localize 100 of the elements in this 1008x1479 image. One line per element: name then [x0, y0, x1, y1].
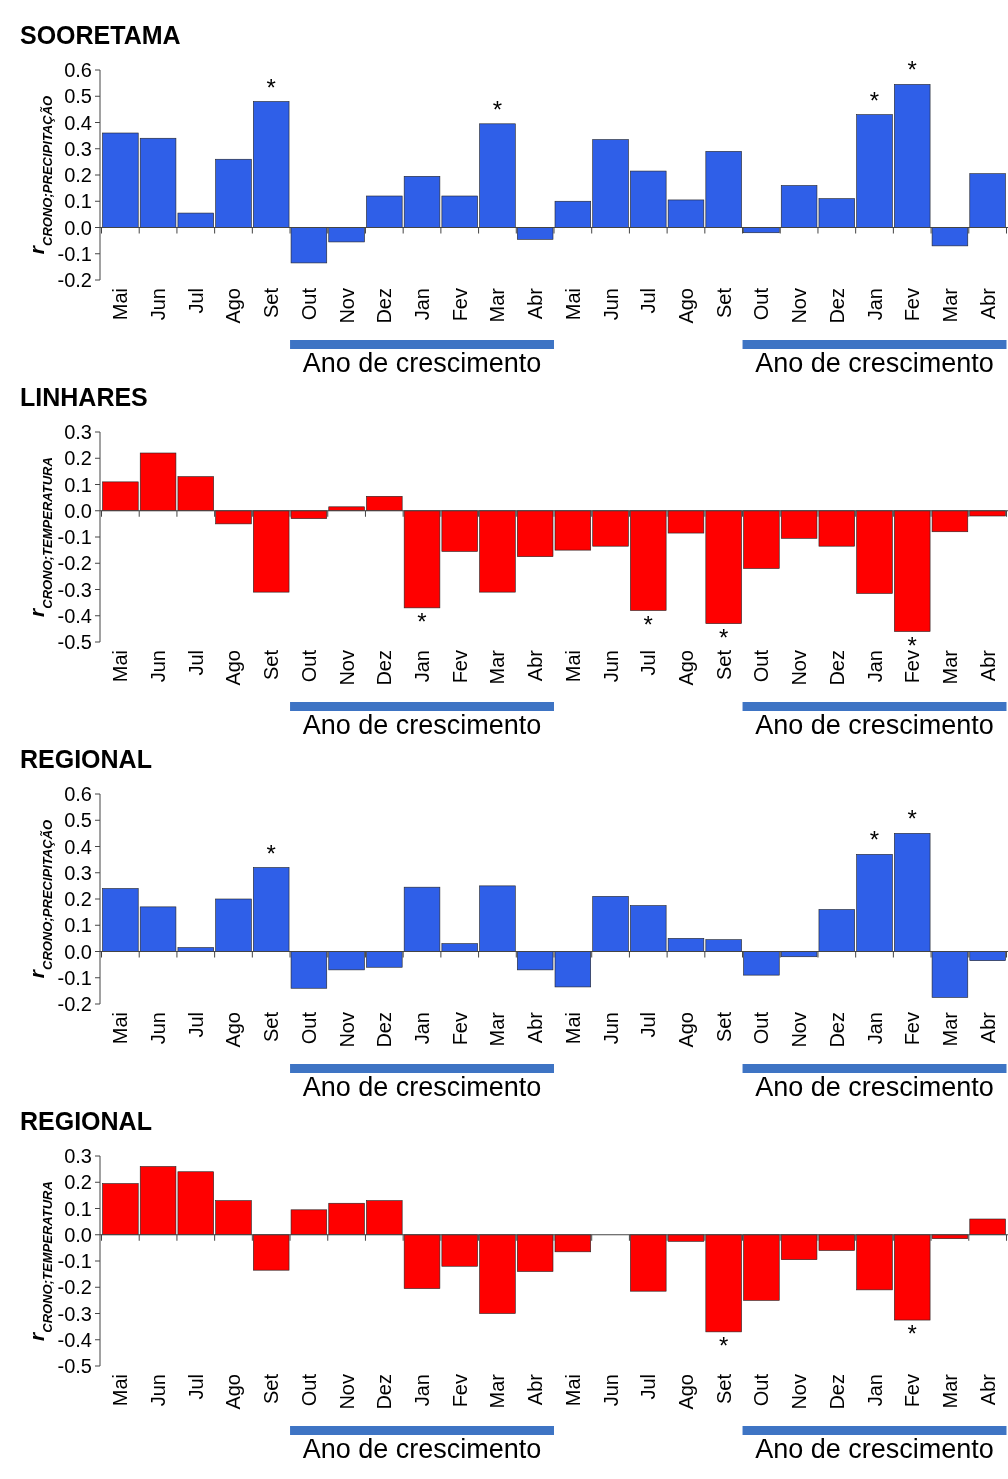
data-label: *: [417, 607, 427, 635]
x-tick-label: Jun: [147, 1374, 170, 1407]
y-tick-label: 0.0: [64, 499, 92, 522]
x-tick-label: Set: [712, 1011, 735, 1043]
x-tick-label: Ago: [222, 288, 245, 324]
text: Ano de crescimento: [302, 1072, 542, 1102]
data-label: *: [907, 56, 917, 84]
x-tick-label: Out: [750, 287, 773, 321]
x-tick-label: Ago: [674, 1012, 697, 1048]
x-tick-label: Mai: [109, 650, 132, 683]
x-tick-label: Mar: [486, 649, 509, 685]
x-tick-label: Dez: [373, 650, 396, 686]
x-tick-label: Jul: [637, 650, 660, 676]
x-tick-label: Abr: [976, 1373, 999, 1406]
x-tick-label: Mar: [486, 287, 509, 323]
x-tick-label: Jan: [863, 288, 886, 321]
x-tick-label: Jan: [863, 650, 886, 683]
x-tick-label: Out: [750, 1011, 773, 1045]
y-tick-label: 0.2: [64, 447, 92, 470]
x-tick-label: Abr: [976, 1011, 999, 1044]
y-tick-label: -0.1: [57, 966, 92, 989]
x-tick-label: Dez: [825, 288, 848, 324]
x-tick-label: Jan: [863, 1012, 886, 1045]
x-tick-label: Out: [297, 1373, 320, 1407]
x-tick-label: Jan: [411, 650, 434, 683]
x-tick-label: Mar: [938, 287, 961, 323]
x-tick-label: Fev: [448, 650, 471, 684]
x-tick-label: Fev: [901, 650, 924, 684]
y-tick-label: -0.5: [57, 631, 92, 653]
x-tick-label: Jul: [637, 1374, 660, 1400]
x-tick-label: Mai: [109, 1012, 132, 1045]
y-tick-label: -0.2: [57, 552, 92, 575]
x-tick-label: Set: [260, 287, 283, 319]
y-tick-label: 0.1: [64, 473, 92, 496]
x-tick-label: Set: [712, 649, 735, 681]
x-tick-label: Dez: [825, 650, 848, 686]
y-tick-label: 0.3: [64, 421, 92, 443]
chart-title: LINHARES: [20, 383, 148, 411]
x-tick-label: Set: [260, 1011, 283, 1043]
x-tick-label: Dez: [825, 1012, 848, 1048]
x-tick-label: Mai: [561, 1374, 584, 1407]
x-tick-label: Dez: [373, 1012, 396, 1048]
x-tick-label: Jun: [599, 1012, 622, 1045]
data-label: *: [266, 839, 276, 867]
x-tick-label: Abr: [524, 1373, 547, 1406]
data-label: *: [719, 623, 729, 651]
x-tick-label: Jul: [637, 1012, 660, 1038]
x-tick-label: Out: [297, 1011, 320, 1045]
data-label: *: [492, 95, 503, 123]
y-tick-label: 0.0: [64, 1223, 92, 1246]
y-tick-label: -0.1: [57, 1250, 92, 1272]
text: Ano de crescimento: [755, 710, 994, 740]
y-tick-label: 0.3: [64, 137, 92, 160]
x-tick-label: Jun: [599, 288, 622, 321]
data-label: *: [719, 1331, 729, 1359]
x-tick-label: Abr: [524, 1011, 547, 1044]
x-tick-label: Fev: [448, 288, 471, 322]
x-tick-label: Nov: [788, 650, 811, 686]
x-tick-label: Set: [260, 649, 283, 681]
y-tick-label: 0.2: [64, 888, 92, 910]
y-tick-label: 0.6: [64, 783, 92, 805]
x-tick-label: Abr: [524, 649, 547, 682]
x-tick-label: Nov: [335, 650, 358, 686]
y-tick-label: 0.6: [64, 59, 92, 81]
x-tick-label: Nov: [788, 1012, 811, 1048]
data-label: *: [266, 73, 276, 101]
x-tick-label: Ago: [674, 650, 697, 686]
y-tick-label: -0.4: [57, 1328, 92, 1351]
y-tick-label: 0.5: [64, 809, 92, 832]
y-tick-label: -0.3: [57, 578, 92, 601]
x-tick-label: Dez: [373, 288, 396, 324]
x-tick-label: Out: [750, 1373, 773, 1407]
x-tick-label: Fev: [901, 288, 924, 322]
text: Ano de crescimento: [302, 348, 542, 378]
y-tick-label: -0.2: [57, 993, 92, 1015]
x-tick-label: Fev: [901, 1374, 924, 1408]
x-tick-label: Mai: [109, 1374, 132, 1407]
x-tick-label: Nov: [335, 288, 358, 324]
x-tick-label: Ago: [222, 650, 245, 686]
bar: [969, 173, 1006, 228]
x-tick-label: Ago: [222, 1012, 245, 1048]
x-tick-label: Jan: [411, 288, 434, 321]
x-tick-label: Ago: [674, 1374, 697, 1410]
y-tick-label: -0.2: [57, 269, 92, 291]
x-tick-label: Dez: [373, 1374, 396, 1410]
y-tick-label: -0.1: [57, 526, 92, 548]
chart-title: REGIONAL: [20, 1107, 152, 1135]
y-tick-label: -0.2: [57, 1276, 92, 1299]
bar: [516, 227, 554, 240]
x-tick-label: Mai: [561, 650, 584, 683]
bar: [969, 1218, 1006, 1236]
x-tick-label: Dez: [825, 1374, 848, 1410]
bar: [931, 227, 969, 247]
x-tick-label: Nov: [788, 1374, 811, 1410]
y-tick-label: 0.0: [64, 216, 92, 239]
x-tick-label: Mar: [486, 1373, 509, 1409]
y-tick-label: 0.3: [64, 861, 92, 884]
text: Ano de crescimento: [755, 1434, 994, 1464]
x-tick-label: Set: [712, 287, 735, 319]
x-tick-label: Mar: [938, 649, 961, 685]
